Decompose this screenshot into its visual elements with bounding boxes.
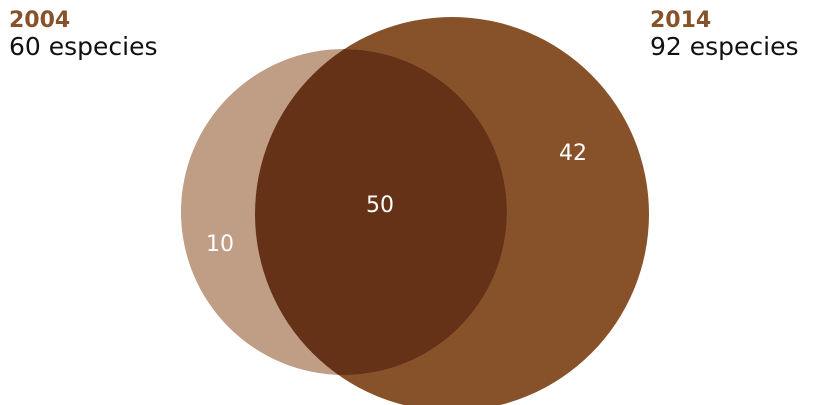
species-count-2014: 92 especies [650,32,799,62]
year-2014: 2014 [650,8,712,33]
year-2004: 2004 [9,8,71,33]
label-2004: 2004 60 especies [9,8,158,62]
region-only-2004-value: 10 [206,232,234,257]
intersection-region [255,49,507,375]
label-2014: 2014 92 especies [650,8,799,62]
region-both-value: 50 [366,193,394,218]
species-count-2004: 60 especies [9,32,158,62]
region-only-2014-value: 42 [559,141,587,166]
